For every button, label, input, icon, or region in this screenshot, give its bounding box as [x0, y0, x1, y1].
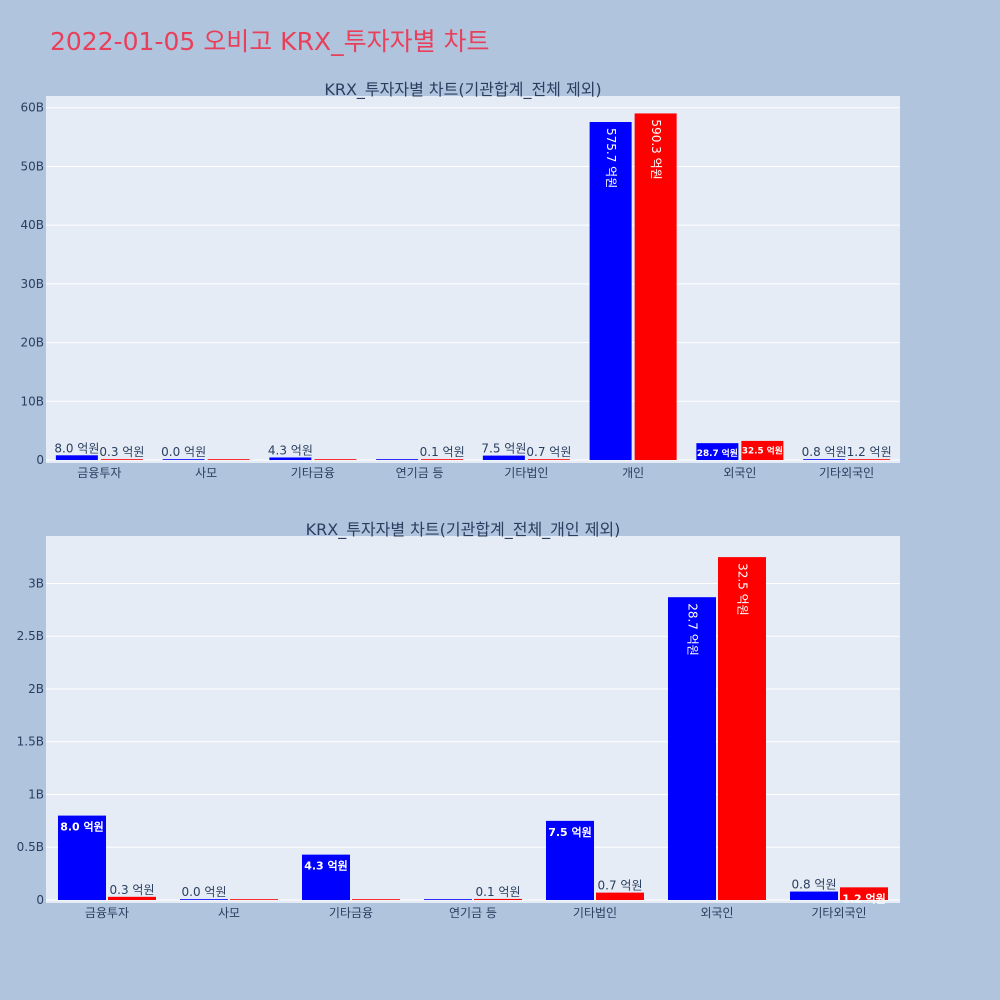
bar-data-label: 1.2 억원 [842, 891, 886, 905]
x-tick-label: 기타법인 [573, 906, 617, 920]
bar-buy [180, 899, 228, 900]
page-title: 2022-01-05 오비고 KRX_투자자별 차트 [50, 27, 490, 56]
bar-sell [108, 896, 156, 900]
bar-data-label: 0.0 억원 [161, 445, 206, 459]
y-tick-label: 0 [36, 893, 44, 907]
bar-buy [546, 820, 594, 900]
y-tick-label: 0.5B [17, 840, 44, 854]
chart-bottom-investor-excluding-individual: KRX_투자자별 차트(기관합계_전체_개인 제외) 0 0.5B 1B 1.5B 2B 2… [17, 520, 900, 920]
bar-sell [421, 459, 464, 460]
bar-data-label: 0.8 억원 [792, 878, 837, 892]
bar-data-label: 0.3 억원 [99, 445, 144, 459]
bar-sell [207, 459, 250, 460]
x-tick-label: 기타외국인 [811, 906, 866, 920]
bar-data-label: 7.5 억원 [548, 825, 592, 839]
bar-data-label: 0.1 억원 [476, 885, 521, 899]
bar-buy [55, 455, 98, 460]
y-tick-label: 20B [20, 336, 44, 350]
bar-buy [482, 455, 525, 460]
bar-sell [596, 892, 644, 900]
bar-buy [58, 815, 106, 900]
bar-buy [269, 457, 312, 460]
y-tick-label: 50B [20, 159, 44, 173]
bar-buy [668, 597, 716, 900]
bar-data-label: 7.5 억원 [481, 442, 526, 456]
x-tick-label: 금융투자 [77, 466, 121, 480]
chart-title: KRX_투자자별 차트(기관합계_전체 제외) [324, 80, 601, 100]
bar-buy [424, 899, 472, 900]
plot-area [46, 536, 900, 903]
y-tick-label: 40B [20, 218, 44, 232]
bar-data-label: 8.0 억원 [60, 820, 104, 834]
y-tick-label: 10B [20, 394, 44, 408]
chart-title: KRX_투자자별 차트(기관합계_전체_개인 제외) [306, 520, 621, 540]
x-tick-label: 개인 [622, 466, 644, 480]
bar-data-label: 0.7 억원 [598, 879, 643, 893]
bar-data-label: 0.8 억원 [802, 445, 847, 459]
x-tick-label: 외국인 [723, 466, 756, 480]
x-tick-label: 금융투자 [85, 906, 129, 920]
bar-sell [634, 113, 677, 461]
bar-sell [718, 557, 766, 900]
bar-sell [474, 898, 522, 900]
bar-data-label: 590.3 억원 [649, 119, 663, 179]
y-tick-label: 1B [28, 787, 44, 801]
y-tick-label: 1.5B [17, 735, 44, 749]
bar-data-label: 32.5 억원 [742, 445, 783, 457]
chart-top-investor-excluding-institution: KRX_투자자별 차트(기관합계_전체 제외) 0 10B 20B 30B 40B 50B 6… [20, 80, 900, 480]
y-tick-label: 30B [20, 277, 44, 291]
bar-data-label: 4.3 억원 [304, 859, 348, 873]
bar-buy [696, 443, 739, 460]
y-tick-label: 60B [20, 101, 44, 115]
bar-buy [376, 459, 419, 460]
bar-sell [527, 459, 570, 460]
bar-sell [352, 899, 400, 900]
y-tick-label: 2.5B [17, 629, 44, 643]
bar-buy [302, 854, 350, 900]
bar-sell [100, 459, 143, 460]
bar-data-label: 32.5 억원 [736, 563, 750, 616]
bar-sell [230, 899, 278, 900]
x-tick-label: 사모 [218, 906, 240, 920]
bar-data-label: 28.7 억원 [697, 447, 738, 459]
bar-data-label: 0.7 억원 [526, 445, 571, 459]
bar-data-label: 0.1 억원 [420, 445, 465, 459]
bar-data-label: 0.3 억원 [110, 883, 155, 897]
bar-data-label: 4.3 억원 [268, 443, 313, 457]
bar-buy [803, 459, 846, 460]
x-tick-label: 사모 [195, 466, 217, 480]
bar-buy [162, 459, 205, 460]
bar-data-label: 0.0 억원 [182, 885, 227, 899]
y-tick-label: 0 [36, 453, 44, 467]
bar-buy [790, 891, 838, 900]
y-tick-label: 2B [28, 682, 44, 696]
bar-data-label: 8.0 억원 [54, 441, 99, 455]
x-tick-label: 연기금 등 [449, 906, 497, 920]
x-tick-label: 기타금융 [329, 906, 373, 920]
x-tick-label: 기타금융 [291, 466, 335, 480]
bar-buy [589, 122, 632, 460]
x-tick-label: 외국인 [700, 906, 733, 920]
x-tick-label: 기타외국인 [819, 466, 874, 480]
bar-data-label: 28.7 억원 [686, 603, 700, 656]
plot-area [46, 96, 900, 463]
y-tick-label: 3B [28, 576, 44, 590]
bar-sell [741, 440, 784, 460]
bar-sell [848, 459, 891, 460]
x-tick-label: 기타법인 [504, 466, 548, 480]
bar-data-label: 1.2 억원 [847, 445, 892, 459]
bar-data-label: 575.7 억원 [604, 128, 618, 188]
x-tick-label: 연기금 등 [396, 466, 444, 480]
bar-sell [314, 459, 357, 460]
bar-sell [840, 887, 888, 900]
